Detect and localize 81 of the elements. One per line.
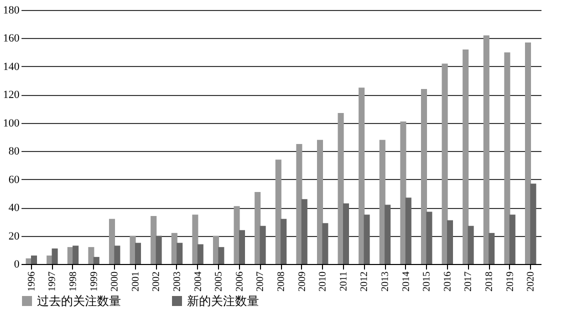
- x-tick-label: 2014: [400, 272, 412, 292]
- bar: [46, 256, 53, 264]
- bar: [156, 236, 162, 264]
- x-tick-label: 2018: [484, 272, 495, 292]
- bar: [509, 214, 516, 264]
- y-tick-label: 40: [8, 202, 20, 214]
- bar: [150, 216, 157, 264]
- bar: [462, 50, 469, 264]
- x-tick-label: 2004: [192, 272, 204, 292]
- bar: [280, 218, 287, 264]
- bar: [239, 230, 245, 264]
- x-tick-label: 2006: [234, 272, 246, 292]
- x-tick-label: 2008: [276, 272, 287, 292]
- bar: [192, 214, 198, 264]
- bar: [109, 218, 115, 264]
- y-tick-label: 120: [3, 89, 20, 102]
- bar: [301, 199, 308, 264]
- bar: [197, 244, 204, 264]
- bar: [176, 242, 183, 264]
- bar: [93, 256, 100, 264]
- bar: [322, 223, 328, 264]
- bar: [364, 214, 370, 264]
- bar: [135, 242, 141, 264]
- y-tick-label: 160: [3, 32, 20, 45]
- x-tick-label: 2019: [504, 272, 516, 292]
- bar: [468, 226, 474, 264]
- y-tick-label: 20: [8, 230, 20, 242]
- legend-label: 新的关注数量: [187, 294, 259, 308]
- bar: [260, 226, 266, 264]
- x-tick-label: 2016: [442, 272, 454, 292]
- x-tick-label: 2002: [151, 272, 162, 292]
- bar: [421, 89, 427, 264]
- legend-label: 过去的关注数量: [37, 294, 121, 308]
- bar: [254, 192, 261, 264]
- x-tick-label: 1999: [88, 272, 100, 292]
- bar: [52, 248, 58, 264]
- bar: [338, 113, 344, 264]
- bar: [31, 256, 37, 264]
- x-tick-label: 2015: [422, 272, 433, 292]
- bar: [525, 42, 531, 264]
- bar: [504, 52, 510, 264]
- y-tick-label: 0: [14, 258, 20, 270]
- bar: [88, 247, 94, 264]
- x-tick-label: 2011: [338, 272, 350, 292]
- x-tick-label: 2020: [526, 272, 537, 292]
- x-tick-label: 2000: [110, 272, 121, 292]
- bar: [426, 212, 432, 264]
- x-tick-label: 1997: [47, 272, 58, 292]
- x-tick-label: 2003: [172, 272, 183, 292]
- bar: [447, 220, 453, 264]
- bar: [317, 140, 323, 264]
- bar: [343, 203, 349, 264]
- bar: [379, 140, 386, 264]
- x-tick-label: 1998: [68, 272, 79, 292]
- bar: [358, 88, 365, 264]
- bar: [72, 246, 79, 264]
- x-tick-label: 2013: [380, 272, 391, 292]
- y-tick-label: 80: [8, 146, 20, 158]
- bar: [530, 184, 536, 264]
- y-tick-label: 60: [8, 174, 20, 186]
- bar: [275, 160, 282, 264]
- bar: [405, 198, 412, 264]
- x-tick-label: 2017: [463, 272, 474, 292]
- x-tick-label: 2001: [130, 272, 142, 292]
- bar: [218, 247, 224, 264]
- x-tick-label: 1996: [26, 272, 38, 292]
- x-tick-label: 2009: [296, 272, 308, 292]
- bar: [384, 204, 391, 264]
- bar: [400, 121, 406, 264]
- y-tick-label: 140: [3, 60, 20, 73]
- x-tick-label: 2012: [359, 272, 370, 292]
- bar: [296, 144, 302, 264]
- bar: [442, 64, 448, 264]
- bar: [488, 232, 495, 264]
- x-tick-label: 2007: [255, 272, 266, 292]
- bar: [114, 246, 120, 264]
- y-tick-label: 180: [3, 4, 20, 16]
- y-tick-label: 100: [3, 117, 20, 130]
- bar: [483, 35, 490, 264]
- x-tick-label: 2010: [318, 272, 329, 292]
- x-tick-label: 2005: [214, 272, 225, 292]
